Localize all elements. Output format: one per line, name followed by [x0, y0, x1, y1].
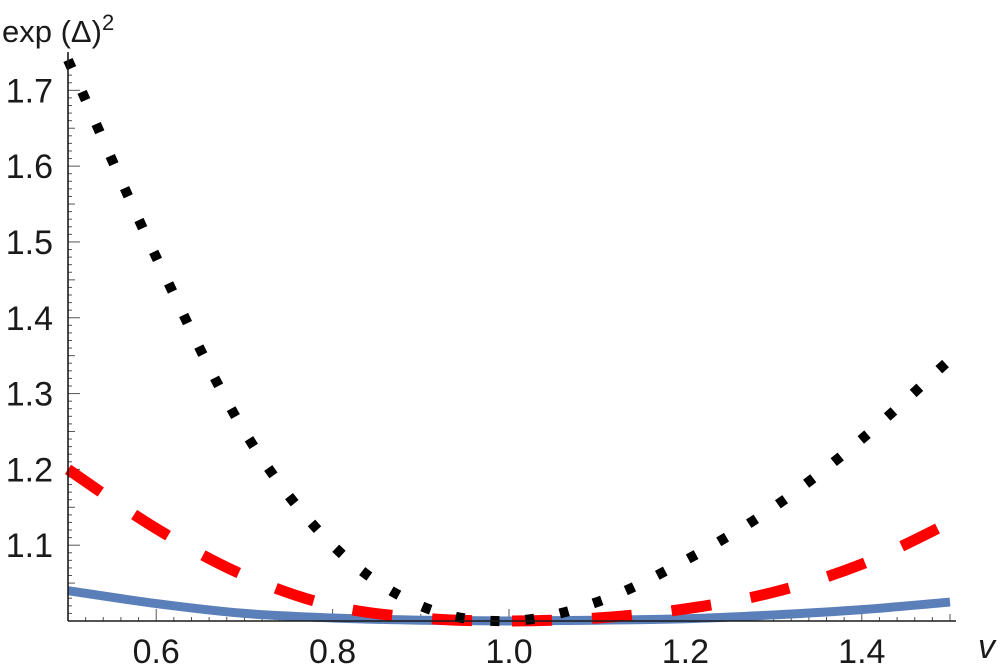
x-axis-label: v [978, 628, 997, 666]
y-axis-label-exponent: 2 [102, 10, 114, 35]
y-tick-label: 1.3 [6, 376, 53, 414]
y-tick-label: 1.2 [6, 451, 53, 489]
y-tick-label: 1.6 [6, 148, 53, 186]
tick-labels: 0.6 0.8 1.0 1.2 1.4 1.1 1.2 1.3 1.4 1.5 1.6 1.7 [6, 72, 886, 671]
series-line-dashed [64, 464, 953, 627]
y-tick-label: 1.1 [6, 527, 53, 565]
y-tick-label: 1.5 [6, 224, 53, 262]
axis-ticks [67, 59, 951, 622]
plot-series [63, 57, 954, 627]
x-tick-label: 0.6 [133, 633, 180, 671]
series-line-dotted [63, 57, 954, 627]
y-axis-label-main: exp (Δ) [2, 14, 102, 49]
x-tick-label: 1.2 [662, 633, 709, 671]
y-tick-label: 1.4 [6, 300, 53, 338]
x-tick-label: 1.0 [485, 633, 532, 671]
x-tick-label: 1.4 [838, 633, 885, 671]
y-axis-label: exp (Δ)2 [2, 10, 114, 49]
x-tick-label: 0.8 [309, 633, 356, 671]
y-tick-label: 1.7 [6, 72, 53, 110]
